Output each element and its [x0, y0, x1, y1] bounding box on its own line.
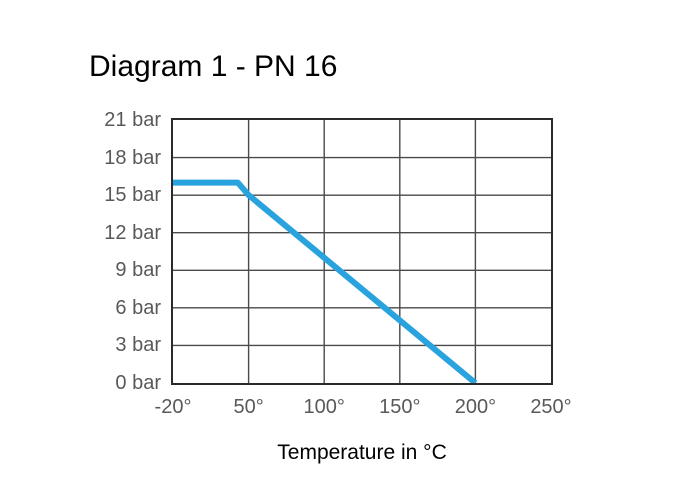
x-tick-label: 100° — [303, 396, 345, 418]
chart-title: Diagram 1 - PN 16 — [89, 50, 338, 83]
chart-canvas — [173, 120, 551, 383]
y-tick-label: 12 bar — [104, 221, 161, 244]
x-axis-tick-labels: -20° 50° 100° 150° 200° 250° — [155, 396, 572, 422]
x-tick-label: 250° — [530, 396, 572, 418]
y-tick-label: 21 bar — [104, 109, 161, 131]
y-tick-label: 9 bar — [115, 259, 161, 282]
x-tick-label: 200° — [454, 396, 497, 418]
x-tick-label: -20° — [154, 396, 192, 418]
plot-area — [171, 118, 553, 385]
x-tick-label: 50° — [233, 396, 264, 418]
y-tick-label: 18 bar — [104, 146, 161, 169]
y-tick-label: 15 bar — [104, 184, 161, 207]
y-axis-tick-labels: 21 bar 18 bar 15 bar 12 bar 9 bar 6 bar … — [50, 109, 161, 394]
y-tick-label: 6 bar — [115, 296, 161, 319]
y-tick-label: 3 bar — [115, 334, 161, 357]
x-tick-label: 150° — [379, 396, 421, 418]
y-tick-label: 0 bar — [115, 371, 161, 394]
x-axis-title: Temperature in °C — [277, 441, 447, 464]
